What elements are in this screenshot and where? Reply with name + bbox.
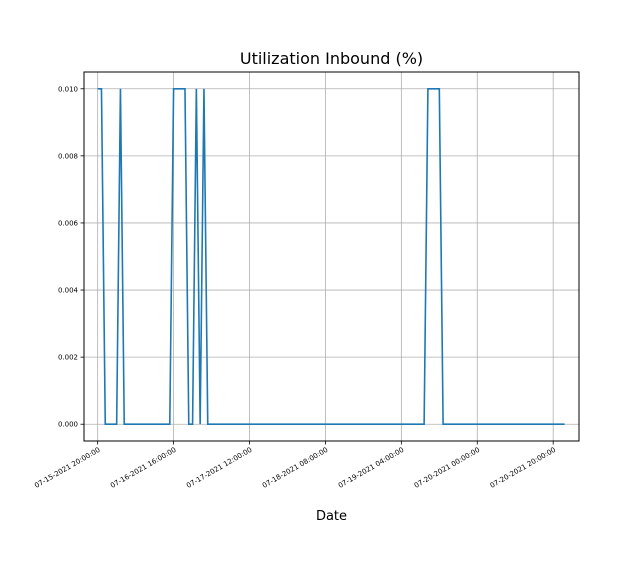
y-tick-label: 0.004	[58, 287, 79, 295]
x-tick-label: 07-17-2021 12:00:00	[185, 446, 253, 490]
chart-title: Utilization Inbound (%)	[240, 49, 423, 68]
x-axis: 07-15-2021 20:00:00 07-16-2021 16:00:00 07…	[33, 441, 557, 490]
y-tick-label: 0.006	[58, 219, 79, 227]
x-tick-label: 07-18-2021 08:00:00	[261, 446, 329, 490]
x-tick-label: 07-16-2021 16:00:00	[109, 446, 177, 490]
x-tick-label: 07-20-2021 00:00:00	[413, 446, 481, 490]
series-line	[97, 87, 565, 426]
x-tick-label: 07-15-2021 20:00:00	[33, 446, 101, 490]
axes-frame	[83, 71, 580, 442]
series-layer	[97, 87, 565, 426]
x-tick-label: 07-20-2021 20:00:00	[489, 446, 557, 490]
x-tick-label: 07-19-2021 04:00:00	[337, 446, 405, 490]
y-axis: 0.000 0.002 0.004 0.006 0.008 0.010	[58, 85, 84, 429]
x-axis-label: Date	[316, 509, 347, 524]
y-tick-label: 0.010	[58, 85, 78, 93]
y-tick-label: 0.002	[58, 354, 78, 362]
grid	[84, 72, 579, 441]
y-tick-label: 0.000	[58, 421, 78, 429]
y-tick-label: 0.008	[58, 152, 78, 160]
